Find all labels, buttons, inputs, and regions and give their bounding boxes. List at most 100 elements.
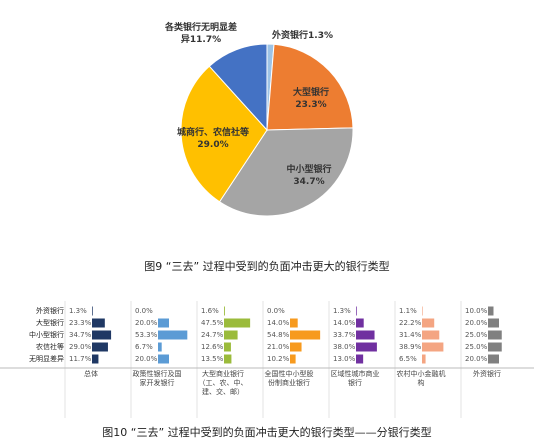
bar: [158, 354, 169, 364]
slice-value: 29.0%: [197, 140, 229, 150]
value-label: 24.7%: [201, 331, 224, 339]
value-label: 25.0%: [465, 343, 488, 351]
bar: [356, 306, 357, 316]
pie-slice: [208, 43, 268, 132]
slice-value: 23.3%: [295, 100, 327, 110]
bar: [158, 318, 169, 328]
value-label: 47.5%: [201, 319, 224, 327]
value-label: 29.0%: [69, 343, 92, 351]
value-label: 14.0%: [267, 319, 290, 327]
bar: [92, 330, 112, 340]
column-label: 总体: [64, 370, 118, 379]
bar: [488, 330, 502, 340]
value-label: 20.0%: [135, 319, 158, 327]
bar: [488, 318, 499, 328]
bar: [356, 330, 375, 340]
bar: [224, 318, 251, 328]
slice-value: 1.3%: [308, 31, 333, 41]
row-label: 无明显差异: [29, 354, 64, 363]
value-label: 1.6%: [201, 307, 219, 315]
bar: [290, 318, 298, 328]
bar: [158, 342, 162, 352]
value-label: 1.1%: [399, 307, 417, 315]
value-label: 31.4%: [399, 331, 422, 339]
bar: [92, 306, 93, 316]
slice-name: 各类银行无明显差异: [164, 23, 237, 45]
bar: [224, 342, 231, 352]
bar: [290, 354, 296, 364]
value-label: 1.3%: [333, 307, 351, 315]
column-name: 政策性银行及国家开发银行: [132, 370, 182, 387]
bar: [422, 342, 444, 352]
bar: [422, 306, 423, 316]
value-label: 1.3%: [69, 307, 87, 315]
value-label: 11.7%: [69, 355, 92, 363]
value-label: 6.7%: [135, 343, 153, 351]
value-label: 0.0%: [267, 307, 285, 315]
bar: [356, 318, 364, 328]
bar: [422, 330, 440, 340]
value-label: 13.5%: [201, 355, 224, 363]
column-label: 外资银行: [460, 370, 514, 379]
value-label: 20.0%: [465, 319, 488, 327]
value-label: 25.0%: [465, 331, 488, 339]
caption-text: 图9 “三去” 过程中受到的负面冲击更大的银行类型: [144, 260, 390, 273]
slice-label: 中小型银行 34.7%: [276, 164, 342, 188]
bar: [92, 318, 105, 328]
bar: [356, 342, 377, 352]
column-label: 全国性中小型股份制商业银行: [262, 370, 316, 388]
value-label: 53.3%: [135, 331, 158, 339]
row-label: 大型银行: [36, 318, 64, 327]
bar: [488, 306, 494, 316]
bar: [356, 354, 364, 364]
slice-name: 大型银行: [292, 88, 329, 98]
column-name: 大型商业银行（工、农、中、建、交、邮）: [198, 370, 248, 396]
value-label: 54.8%: [267, 331, 290, 339]
value-label: 21.0%: [267, 343, 290, 351]
caption-text: 图10 “三去” 过程中受到的负面冲击更大的银行类型——分银行类型: [102, 426, 432, 439]
bar: [158, 330, 188, 340]
row-label: 农信社等: [36, 342, 64, 351]
row-label: 中小型银行: [29, 330, 64, 339]
value-label: 14.0%: [333, 319, 356, 327]
pie-slice: [266, 43, 354, 131]
slice-name: 中小型银行: [286, 165, 332, 175]
bar: [224, 354, 232, 364]
bar: [488, 342, 502, 352]
column-label: 区域性城市商业银行: [328, 370, 382, 388]
column-label: 政策性银行及国家开发银行: [130, 370, 184, 388]
value-label: 20.0%: [135, 355, 158, 363]
slice-label: 大型银行 23.3%: [283, 87, 339, 111]
column-name: 外资银行: [473, 370, 501, 378]
value-label: 0.0%: [135, 307, 153, 315]
caption: 图10 “三去” 过程中受到的负面冲击更大的银行类型——分银行类型: [0, 424, 534, 440]
value-label: 6.5%: [399, 355, 417, 363]
bar: [92, 354, 99, 364]
value-label: 13.0%: [333, 355, 356, 363]
slice-value: 34.7%: [293, 177, 325, 187]
value-label: 22.2%: [399, 319, 422, 327]
column-label: 农村中小金融机构: [394, 370, 448, 388]
column-name: 总体: [84, 370, 98, 378]
slice-value: 11.7%: [189, 35, 222, 45]
column-name: 区域性城市商业银行: [330, 370, 380, 387]
bar: [290, 342, 302, 352]
pie-slice: [180, 65, 268, 203]
value-label: 12.6%: [201, 343, 224, 351]
bar: [224, 306, 225, 316]
bar: [422, 318, 435, 328]
slice-label: 各类银行无明显差异11.7%: [163, 22, 239, 46]
caption: 图9 “三去” 过程中受到的负面冲击更大的银行类型: [0, 258, 534, 274]
slice-label: 城商行、农信社等 29.0%: [176, 127, 250, 151]
bar: [488, 354, 499, 364]
value-label: 34.7%: [69, 331, 92, 339]
bar: [92, 342, 108, 352]
bar: [290, 330, 321, 340]
bar: [422, 354, 426, 364]
value-label: 33.7%: [333, 331, 356, 339]
column-label: 大型商业银行（工、农、中、建、交、邮）: [196, 370, 250, 397]
row-label: 外资银行: [36, 306, 64, 315]
value-label: 23.3%: [69, 319, 92, 327]
